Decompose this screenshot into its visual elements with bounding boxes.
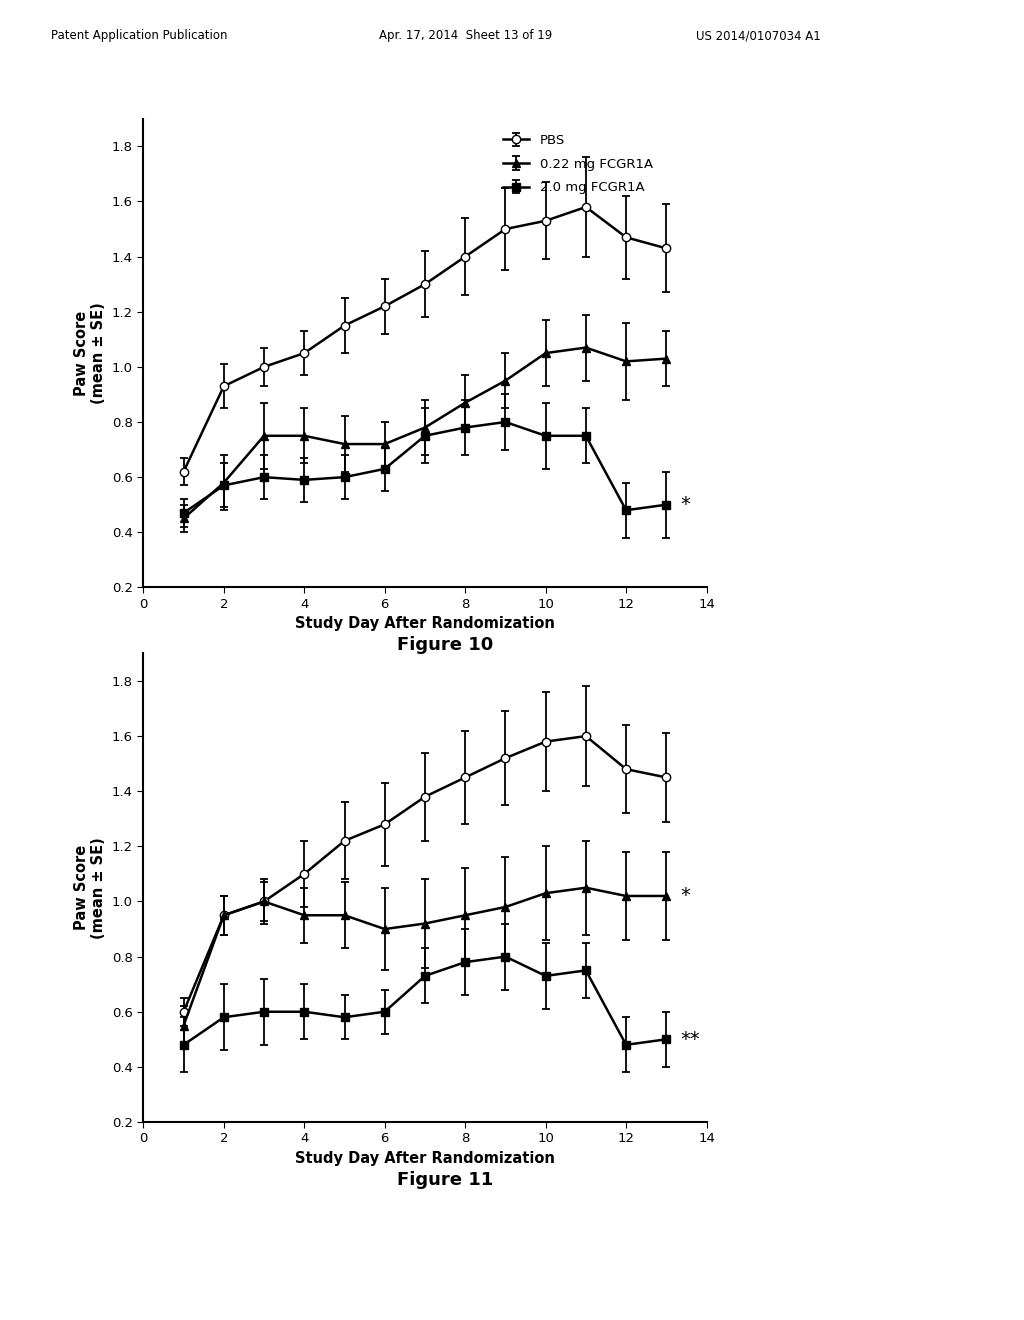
- Y-axis label: Paw Score
(mean ± SE): Paw Score (mean ± SE): [74, 837, 106, 939]
- Text: Figure 11: Figure 11: [397, 1171, 494, 1189]
- Text: US 2014/0107034 A1: US 2014/0107034 A1: [696, 29, 821, 42]
- Text: **: **: [680, 1030, 700, 1049]
- Legend: PBS, 0.22 mg FCGR1A, 2.0 mg FCGR1A: PBS, 0.22 mg FCGR1A, 2.0 mg FCGR1A: [499, 131, 657, 198]
- Text: *: *: [680, 495, 690, 515]
- Text: *: *: [680, 887, 690, 906]
- Text: Patent Application Publication: Patent Application Publication: [51, 29, 227, 42]
- X-axis label: Study Day After Randomization: Study Day After Randomization: [295, 1151, 555, 1166]
- X-axis label: Study Day After Randomization: Study Day After Randomization: [295, 616, 555, 631]
- Text: Figure 10: Figure 10: [397, 636, 494, 655]
- Text: Apr. 17, 2014  Sheet 13 of 19: Apr. 17, 2014 Sheet 13 of 19: [379, 29, 552, 42]
- Y-axis label: Paw Score
(mean ± SE): Paw Score (mean ± SE): [74, 302, 106, 404]
